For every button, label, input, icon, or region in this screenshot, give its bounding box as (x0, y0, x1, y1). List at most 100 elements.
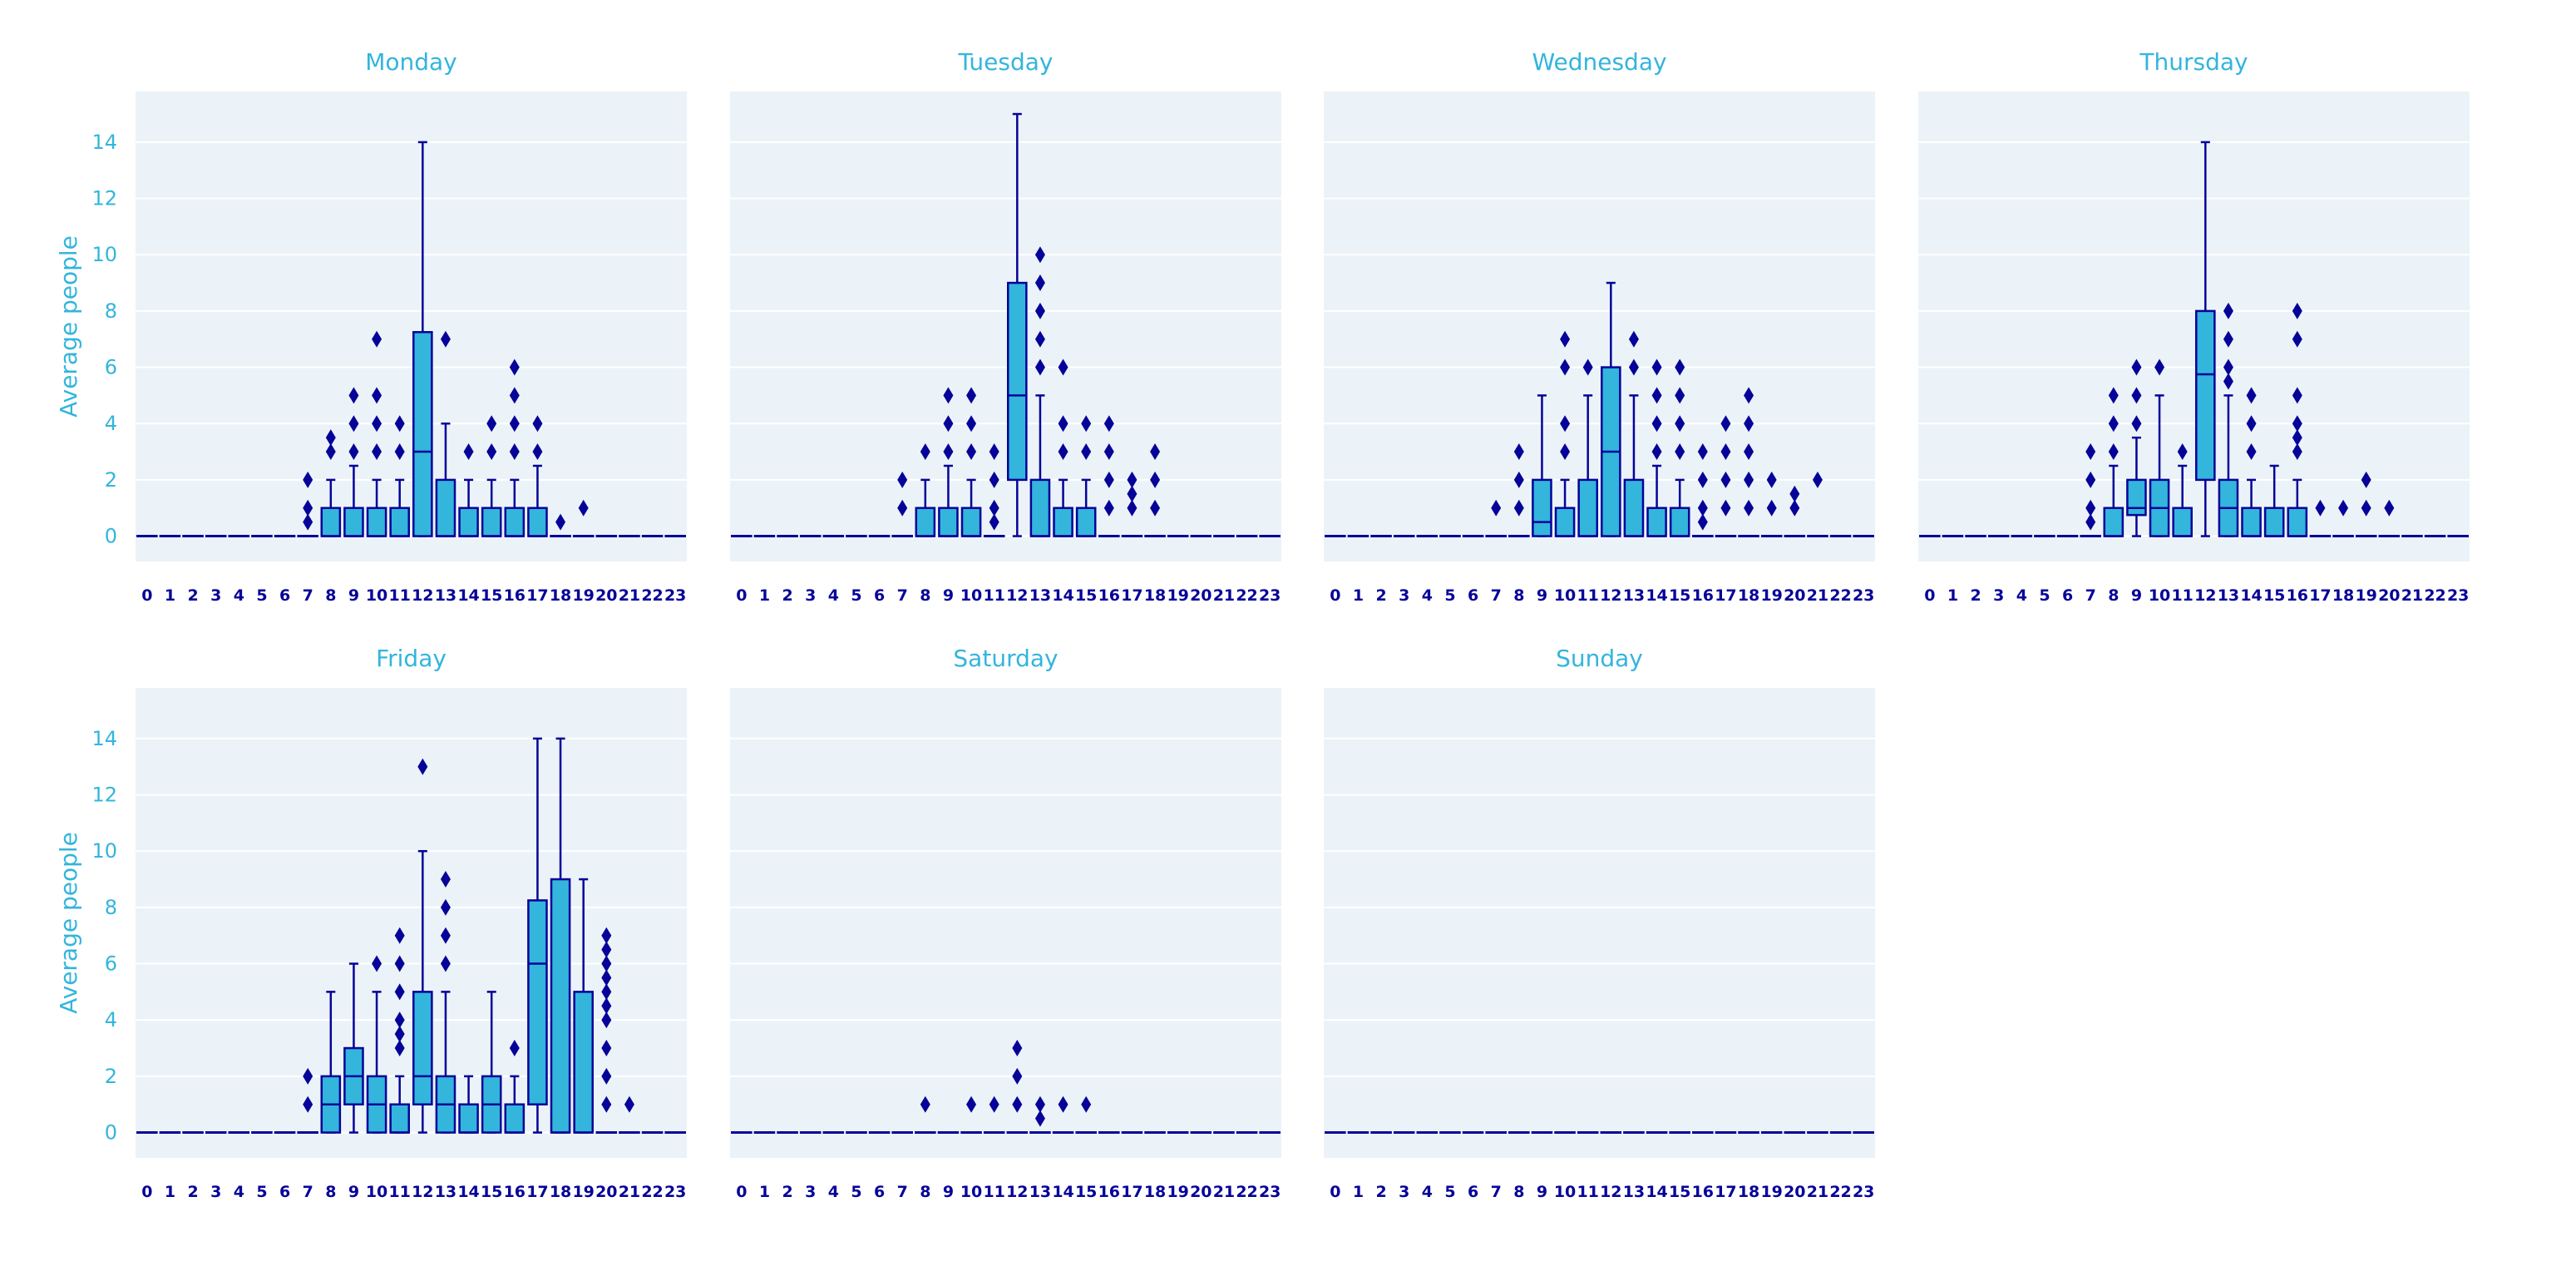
x-tick-label: 10 (366, 586, 387, 605)
x-tick-label: 17 (1715, 586, 1736, 605)
x-tick-label: 10 (960, 1183, 982, 1201)
outlier-marker (2085, 499, 2096, 517)
x-tick-label: 13 (1623, 586, 1645, 605)
outlier-marker (601, 983, 612, 1001)
x-tick-label: 22 (1829, 1183, 1851, 1201)
plot-area (1918, 91, 2470, 561)
outlier-marker (601, 955, 612, 972)
x-tick-label: 17 (2309, 586, 2331, 605)
x-tick-label: 15 (481, 586, 502, 605)
outlier-marker (348, 387, 359, 404)
box-body (458, 1103, 479, 1134)
x-tick-label: 23 (1259, 1183, 1281, 1201)
outlier-marker (1127, 485, 1137, 502)
outlier-marker (372, 387, 382, 404)
outlier-marker (417, 758, 428, 775)
outlier-marker (303, 499, 313, 517)
outlier-marker (2085, 513, 2096, 531)
x-tick-label: 10 (366, 1183, 387, 1201)
outlier-marker (2292, 443, 2302, 461)
outlier-marker (2223, 359, 2233, 376)
outlier-marker (440, 955, 451, 972)
outlier-marker (1560, 359, 1571, 376)
x-tick-label: 18 (2332, 586, 2354, 605)
outlier-marker (2292, 415, 2302, 433)
y-tick-label: 0 (105, 1121, 117, 1145)
x-tick-label: 12 (1600, 1183, 1621, 1201)
y-tick-label: 10 (91, 839, 117, 863)
x-tick-label: 13 (1623, 1183, 1645, 1201)
x-tick-label: 21 (1807, 586, 1828, 605)
x-tick-label: 11 (1577, 1183, 1598, 1201)
x-tick-label: 2 (1375, 1183, 1386, 1201)
box-body (2287, 507, 2308, 537)
outlier-marker (966, 1095, 977, 1113)
panel-title: Monday (365, 48, 457, 76)
x-tick-label: 8 (325, 586, 336, 605)
panel-title: Friday (376, 645, 447, 672)
x-tick-label: 9 (1537, 586, 1547, 605)
outlier-marker (1675, 387, 1685, 404)
x-tick-label: 0 (736, 1183, 747, 1201)
panel-title: Wednesday (1532, 48, 1666, 76)
outlier-marker (1560, 443, 1571, 461)
x-tick-label: 23 (1259, 586, 1281, 605)
x-tick-label: 6 (1468, 586, 1478, 605)
outlier-marker (2292, 387, 2302, 404)
outlier-marker (2108, 443, 2119, 461)
outlier-marker (303, 471, 313, 488)
x-tick-label: 7 (1491, 1183, 1502, 1201)
x-tick-label: 14 (2240, 586, 2262, 605)
outlier-marker (348, 415, 359, 433)
outlier-marker (1034, 246, 1045, 264)
outlier-marker (1720, 415, 1731, 433)
outlier-marker (897, 471, 908, 488)
box-body (1623, 478, 1645, 537)
box-body (458, 507, 479, 537)
x-tick-label: 11 (983, 586, 1004, 605)
box-body (2241, 507, 2262, 537)
outlier-marker (1058, 415, 1068, 433)
x-tick-label: 2 (187, 586, 198, 605)
box-body (550, 878, 571, 1134)
x-tick-label: 19 (572, 1183, 594, 1201)
outlier-marker (578, 499, 589, 517)
outlier-marker (1697, 513, 1708, 531)
outlier-marker (1034, 330, 1045, 348)
box-body (1532, 478, 1552, 537)
outlier-marker (1560, 415, 1571, 433)
outlier-marker (1651, 359, 1662, 376)
outlier-marker (2292, 330, 2302, 348)
outlier-marker (348, 443, 359, 461)
x-tick-label: 1 (759, 586, 770, 605)
box-body (435, 478, 456, 537)
outlier-marker (1012, 1067, 1023, 1085)
x-tick-label: 9 (2131, 586, 2142, 605)
box-body (320, 507, 342, 537)
outlier-marker (943, 443, 954, 461)
outlier-marker (532, 415, 543, 433)
x-tick-label: 0 (736, 586, 747, 605)
outlier-marker (325, 443, 336, 461)
outlier-marker (440, 898, 451, 916)
x-tick-label: 21 (1213, 586, 1235, 605)
outlier-marker (303, 1095, 313, 1113)
box-body (2103, 507, 2124, 537)
outlier-marker (920, 443, 930, 461)
box-body (1075, 507, 1097, 537)
outlier-marker (601, 1011, 612, 1029)
outlier-marker (989, 1095, 999, 1113)
outlier-marker (1766, 471, 1777, 488)
outlier-marker (1058, 359, 1068, 376)
outlier-marker (2085, 443, 2096, 461)
x-tick-label: 8 (920, 586, 930, 605)
panel-title: Saturday (953, 645, 1058, 672)
outlier-marker (2246, 443, 2257, 461)
x-tick-label: 21 (1213, 1183, 1235, 1201)
x-tick-label: 1 (1947, 586, 1958, 605)
box-body (389, 507, 410, 537)
outlier-marker (325, 429, 336, 447)
